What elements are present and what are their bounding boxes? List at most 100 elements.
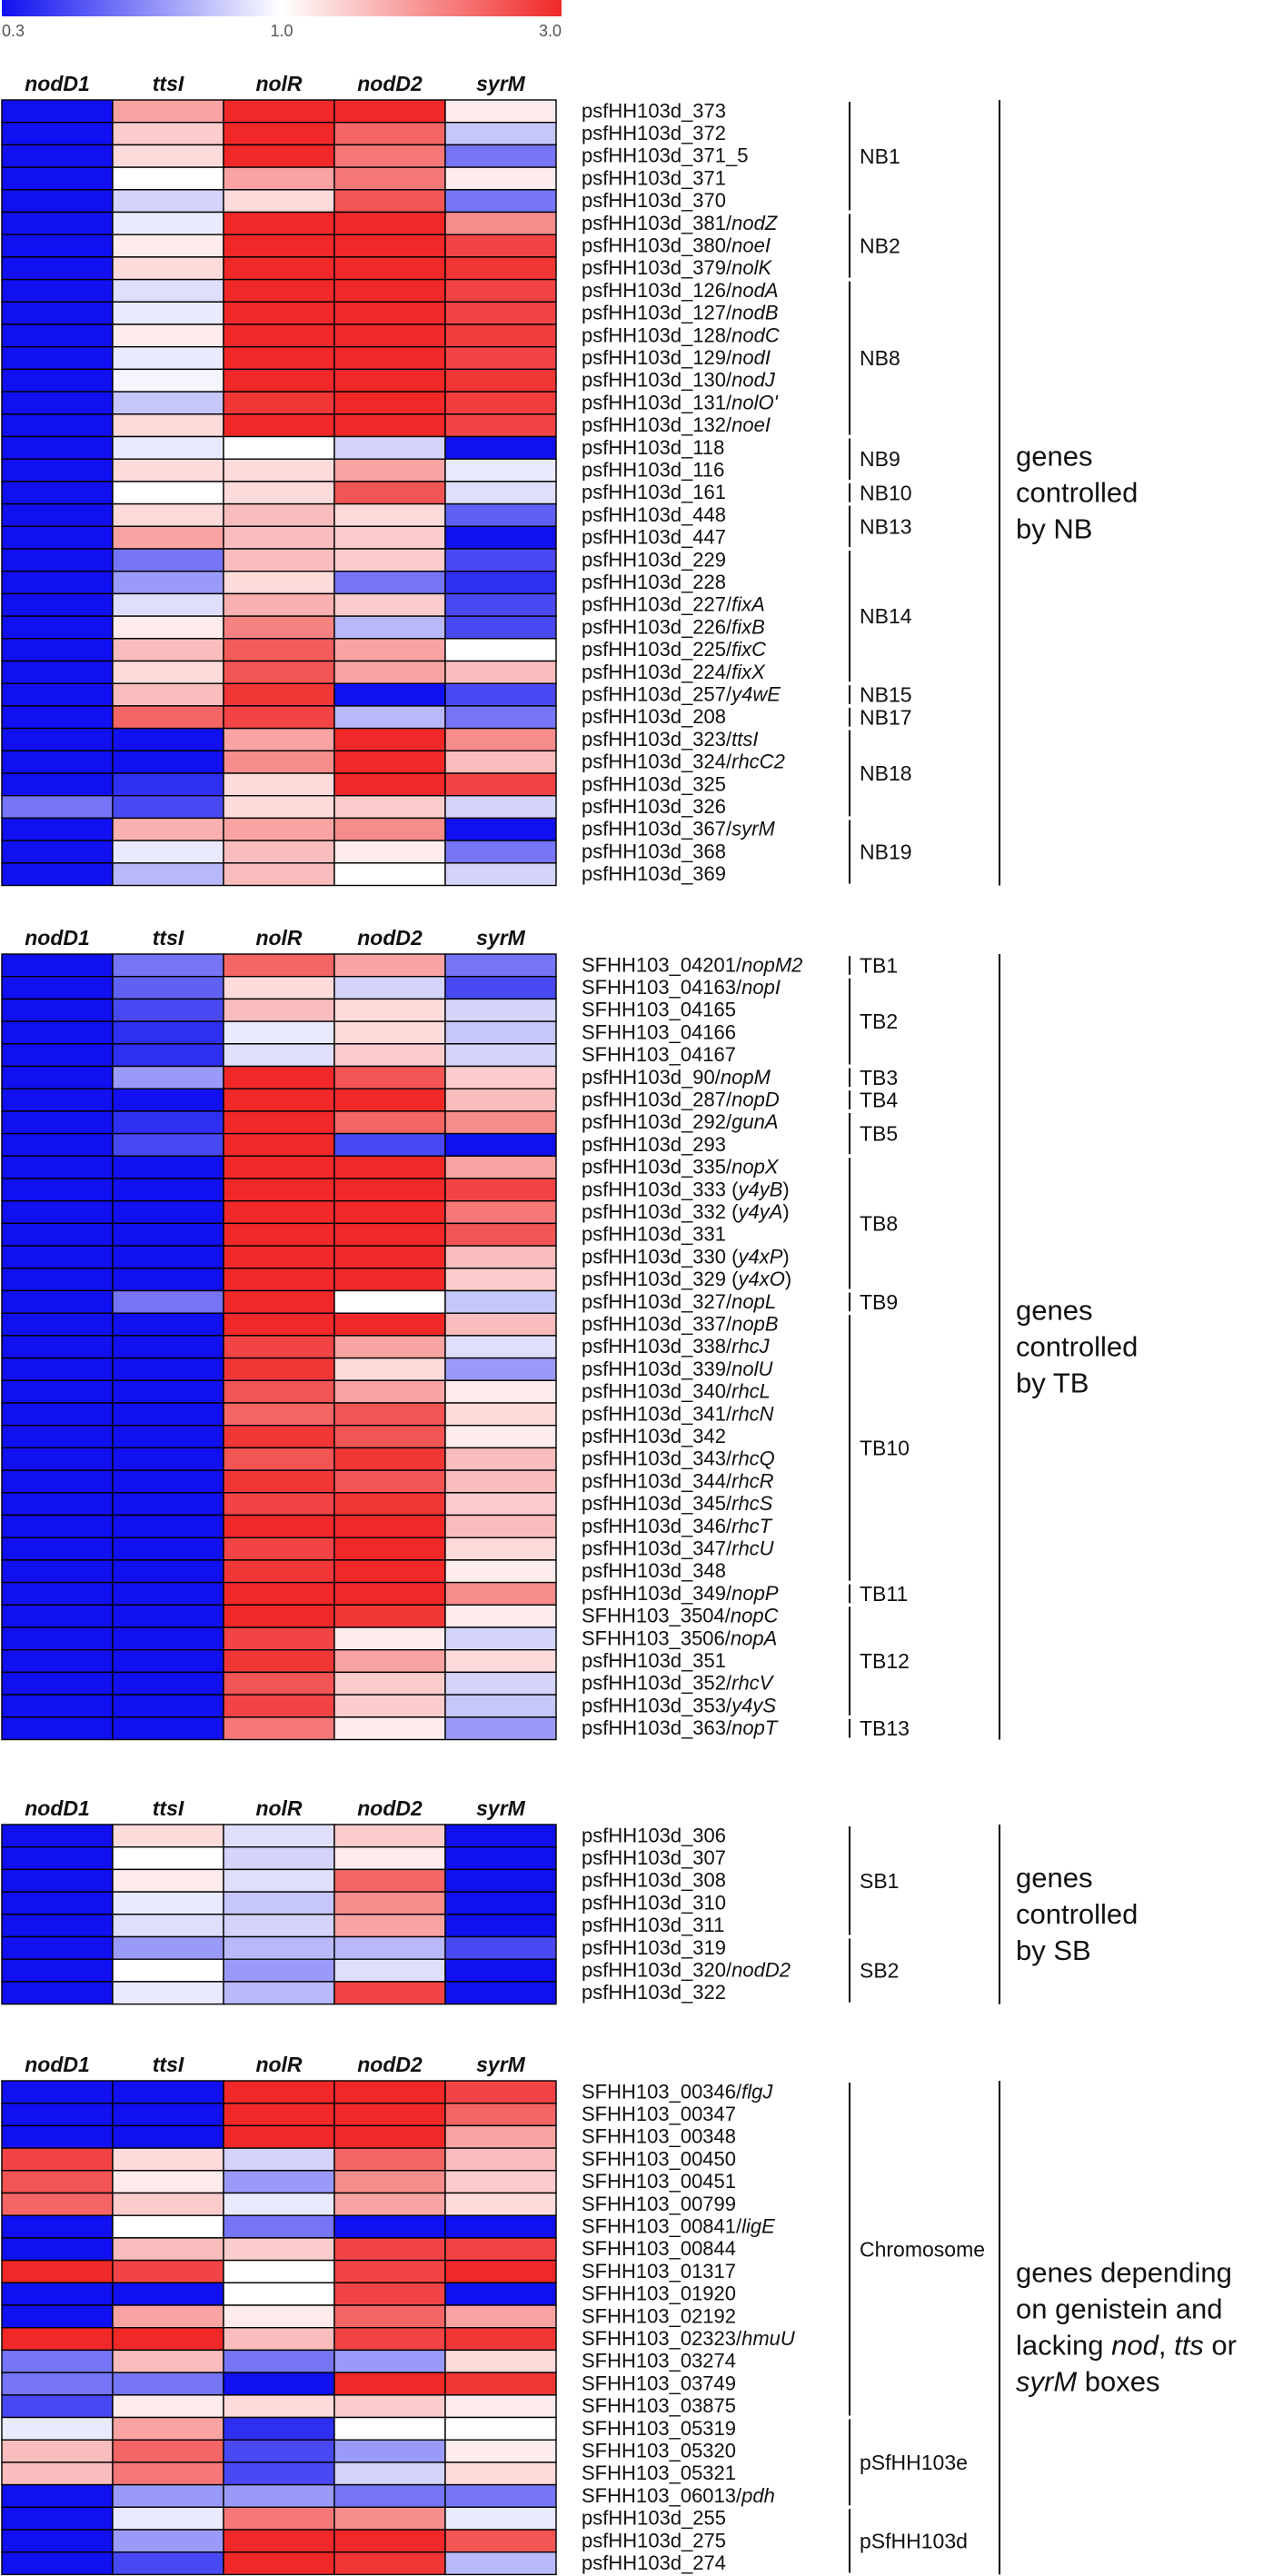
heatmap-cell [444,301,557,325]
group-label-TB9: TB9 [860,1290,898,1314]
group-label-SB2: SB2 [860,1959,899,1983]
row-label: psfHH103d_227/fixA [582,593,765,616]
heatmap-cell [1,256,114,281]
heatmap-cell [223,727,335,751]
heatmap-cell [112,234,224,258]
heatmap-cell [444,1824,557,1848]
row-label: psfHH103d_326 [582,795,726,818]
heatmap-cell [112,1581,224,1606]
row-label: psfHH103d_373 [582,99,726,122]
row-label: SFHH103_00799 [582,2193,736,2215]
heatmap-cell [223,189,335,214]
heatmap-cell [1,121,114,146]
heatmap-cell [333,211,446,235]
heatmap-cell [223,1335,335,1359]
heatmap-cell [1,2394,114,2419]
heatmap-cell [1,301,114,325]
heatmap-cell [444,1891,557,1915]
row-label: psfHH103d_306 [582,1824,726,1846]
heatmap-cell [112,1335,224,1359]
heatmap-cell [223,638,335,662]
row-label: psfHH103d_275 [582,2529,726,2551]
heatmap-cell [1,840,114,864]
heatmap-cell [333,2462,446,2486]
heatmap-cell [223,1537,335,1561]
heatmap-cell [1,2529,114,2553]
heatmap-cell [223,1178,335,1202]
group-label-NB1: NB1 [860,144,900,168]
heatmap-cell [112,862,224,887]
heatmap-cell [223,1132,335,1157]
heatmap-cell [223,1043,335,1068]
heatmap-cell [223,211,335,235]
heatmap-cell [1,1088,114,1112]
column-header-nodD1: nodD1 [25,1796,90,1820]
row-label: SFHH103_00347 [582,2103,736,2125]
heatmap-cell [223,1824,335,1848]
heatmap-cell [112,1648,224,1674]
heatmap-cell [223,99,335,124]
heatmap-cell [333,189,446,214]
heatmap-cell [223,368,335,393]
heatmap-cell [112,1469,224,1494]
row-label: psfHH103d_292/gunA [582,1110,779,1133]
heatmap-cell [444,234,557,258]
heatmap-cell [444,1110,557,1135]
heatmap-cell [112,840,224,864]
row-label: psfHH103d_228 [582,571,726,593]
row-label: psfHH103d_224/fixX [582,661,766,683]
heatmap-cell [444,571,557,595]
heatmap-cell [223,525,335,550]
heatmap-cell [333,2372,446,2396]
heatmap-cell [444,189,557,214]
heatmap-cell [112,592,224,617]
group-label-TB4: TB4 [860,1089,898,1112]
heatmap-cell [223,2304,335,2329]
heatmap-cell [333,1402,446,1427]
heatmap-cell [333,571,446,595]
row-label: psfHH103d_118 [582,436,724,459]
heatmap-cell [333,2529,446,2553]
heatmap-cell [444,1222,557,1247]
group-label-NB14: NB14 [860,604,912,628]
heatmap-cell [444,795,557,820]
heatmap-cell [112,1981,224,2005]
heatmap-cell [444,660,557,684]
heatmap-cell [1,2349,114,2373]
heatmap-cell [1,1335,114,1359]
heatmap-cell [1,1289,114,1314]
heatmap-cell [333,975,446,1000]
heatmap-cell [112,1716,224,1741]
row-label: SFHH103_01920 [582,2283,736,2305]
heatmap-cell [444,638,557,662]
panel-1: nodD1 ttsI nolR nodD2 syrMpsfHH103d_373psfHH… [1,72,1138,887]
heatmap-cell [333,1043,446,1068]
panel-4: nodD1 ttsI nolR nodD2 syrM SFHH103_00346/flgJ… [1,2053,1237,2576]
heatmap-cell [1,1648,114,1674]
section-label-line: controlled [1016,1898,1138,1930]
row-label: psfHH103d_90/nopM [582,1066,771,1089]
heatmap-cell [112,2551,224,2576]
group-label-TB1: TB1 [860,953,898,977]
heatmap-cell [444,705,557,730]
heatmap-cell [1,862,114,887]
heatmap-cell [444,1312,557,1337]
heatmap-cell [333,1514,446,1538]
section-label-line: on genistein and [1016,2293,1223,2325]
heatmap-cell [223,1110,335,1135]
heatmap-cell [223,2551,335,2576]
heatmap-cell [333,1604,446,1628]
section-label-line: genes depending [1016,2257,1232,2289]
heatmap-cell [444,2237,557,2262]
row-label: psfHH103d_448 [582,503,726,526]
heatmap-cell [223,2080,335,2104]
heatmap-cell [444,211,557,235]
row-label: psfHH103d_226/fixB [582,615,765,638]
heatmap-cell [112,750,224,774]
heatmap-cell [223,2483,335,2509]
heatmap-cell [333,99,446,124]
heatmap-cell [1,1824,114,1848]
heatmap-cell [444,1088,557,1112]
row-label: psfHH103d_371 [582,166,726,189]
heatmap-cell [223,682,335,707]
